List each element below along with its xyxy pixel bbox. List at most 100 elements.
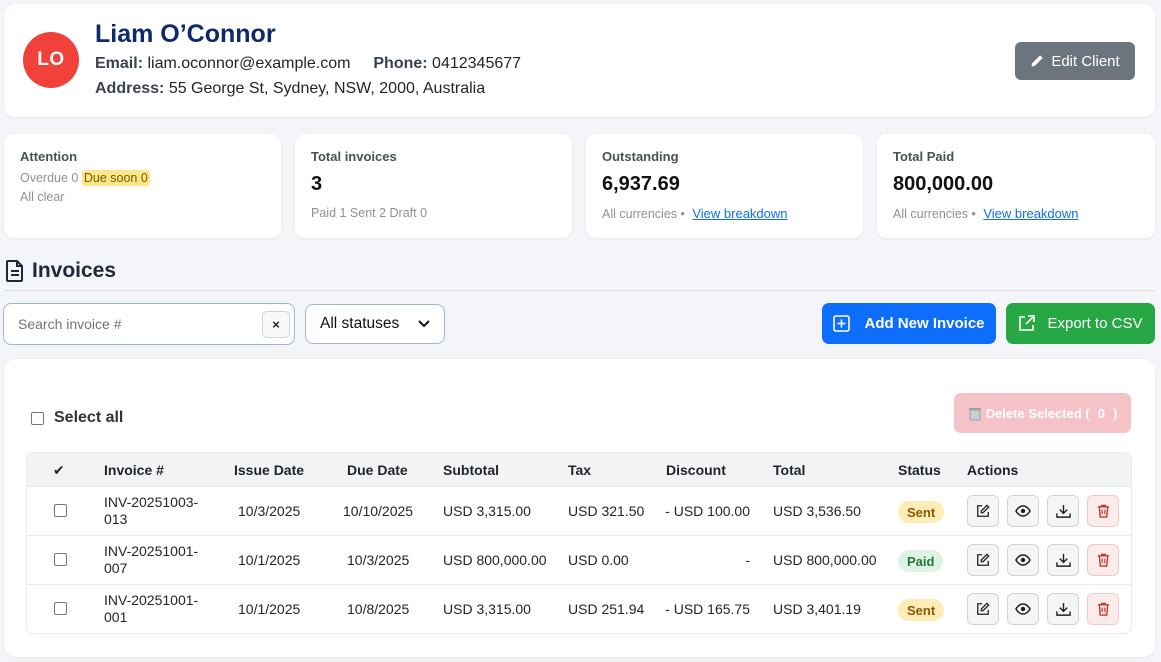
external-link-icon [1019,315,1036,331]
outstanding-sub: All currencies • [602,207,685,221]
header-invoice: Invoice # [104,462,164,478]
edit-invoice-button[interactable] [967,593,999,625]
header-discount: Discount [666,462,726,478]
outstanding-card: Outstanding 6,937.69 All currencies • Vi… [586,134,863,238]
due-date: 10/10/2025 [343,503,414,519]
attention-card: Attention Overdue 0 Due soon 0 All clear [4,134,281,238]
clear-search-button[interactable]: × [262,311,290,338]
download-invoice-button[interactable] [1047,544,1079,576]
delete-selected-count: 0 [1097,405,1105,421]
edit-invoice-button[interactable] [967,495,999,527]
view-invoice-button[interactable] [1007,495,1039,527]
eye-icon [1015,554,1031,566]
delete-invoice-button[interactable] [1087,544,1119,576]
edit-icon [977,553,990,566]
view-invoice-button[interactable] [1007,593,1039,625]
row-checkbox[interactable] [54,602,67,615]
tax: USD 0.00 [568,552,629,568]
address-label: Address: [95,80,165,97]
status-badge: Sent [898,599,945,621]
download-invoice-button[interactable] [1047,495,1079,527]
invoice-table-card: Select all Delete Selected ( 0 ) ✔ Invoi… [4,359,1155,657]
status-badge: Sent [898,501,945,523]
header-due-date: Due Date [347,462,408,478]
plus-square-icon [833,315,851,332]
pencil-icon [1032,55,1043,67]
row-checkbox[interactable] [54,504,67,517]
delete-invoice-button[interactable] [1087,495,1119,527]
discount: - [745,552,750,568]
client-address: 55 George St, Sydney, NSW, 2000, Austral… [168,80,486,97]
total-paid-value: 800,000.00 [893,173,994,195]
trash-icon [1097,504,1109,518]
subtotal: USD 3,315.00 [443,601,531,617]
header-check: ✔ [53,462,65,478]
invoice-number: INV-20251003- 013 [104,494,199,527]
discount: - USD 165.75 [665,601,750,617]
add-invoice-button[interactable]: Add New Invoice [822,303,996,344]
avatar: LO [23,32,79,88]
download-icon [1055,504,1071,518]
outstanding-value: 6,937.69 [602,173,680,195]
total-invoices-breakdown: Paid 1 Sent 2 Draft 0 [311,206,428,220]
header-actions: Actions [967,462,1019,478]
eye-icon [1015,603,1031,615]
trash-icon [1097,553,1109,567]
download-icon [1055,553,1071,567]
edit-invoice-button[interactable] [967,544,999,576]
download-invoice-button[interactable] [1047,593,1079,625]
total: USD 3,401.19 [773,601,861,617]
invoices-title: Invoices [32,259,117,282]
issue-date: 10/1/2025 [238,552,301,568]
attention-status: All clear [20,190,65,204]
status-filter-value: All statuses [320,315,400,332]
total-paid-sub: All currencies • [893,207,976,221]
edit-icon [977,602,990,615]
table-header: ✔ Invoice # Issue Date Due Date Subtotal… [27,453,1131,486]
trash-icon [968,407,981,420]
client-name: Liam O’Connor [95,20,276,48]
select-all-checkbox[interactable] [31,411,44,425]
document-icon [6,260,23,282]
client-email: liam.oconnor@example.com [147,55,351,72]
select-all-label: Select all [54,409,124,426]
attention-label: Attention [20,149,78,164]
outstanding-label: Outstanding [602,149,679,164]
issue-date: 10/1/2025 [238,601,301,617]
divider [4,290,1155,291]
search-box: × [3,303,295,345]
export-csv-label: Export to CSV [1047,315,1143,332]
tax: USD 251.94 [568,601,645,617]
due-soon-badge: Due soon 0 [81,170,150,186]
delete-selected-button[interactable]: Delete Selected ( 0 ) [954,393,1131,433]
due-date: 10/3/2025 [347,552,410,568]
header-subtotal: Subtotal [443,462,499,478]
total-paid-card: Total Paid 800,000.00 All currencies • V… [877,134,1155,238]
status-filter-select[interactable]: All statuses [305,304,445,344]
view-invoice-button[interactable] [1007,544,1039,576]
row-checkbox[interactable] [54,553,67,566]
add-invoice-label: Add New Invoice [864,315,985,332]
subtotal: USD 800,000.00 [443,552,547,568]
select-all[interactable]: Select all [31,409,123,427]
invoice-number: INV-20251001- 007 [104,543,199,576]
discount: - USD 100.00 [665,503,750,519]
table-row: INV-20251001- 007 10/1/2025 10/3/2025 US… [27,535,1131,584]
header-status: Status [898,462,941,478]
client-phone: 0412345677 [432,55,522,72]
edit-client-button[interactable]: Edit Client [1015,42,1135,80]
search-input[interactable] [18,314,248,334]
invoice-number: INV-20251001- 001 [104,592,199,625]
total-invoices-value: 3 [311,173,323,195]
client-card: LO Liam O’Connor Email: liam.oconnor@exa… [4,4,1155,117]
export-csv-button[interactable]: Export to CSV [1006,303,1155,344]
phone-label: Phone: [373,55,428,72]
delete-invoice-button[interactable] [1087,593,1119,625]
table-row: INV-20251001- 001 10/1/2025 10/8/2025 US… [27,584,1131,633]
outstanding-breakdown-link[interactable]: View breakdown [692,206,788,221]
invoices-heading: Invoices [6,259,116,283]
client-address-line: Address: 55 George St, Sydney, NSW, 2000… [95,80,485,98]
header-total: Total [773,462,806,478]
total-paid-breakdown-link[interactable]: View breakdown [983,206,1079,221]
edit-icon [977,504,990,517]
